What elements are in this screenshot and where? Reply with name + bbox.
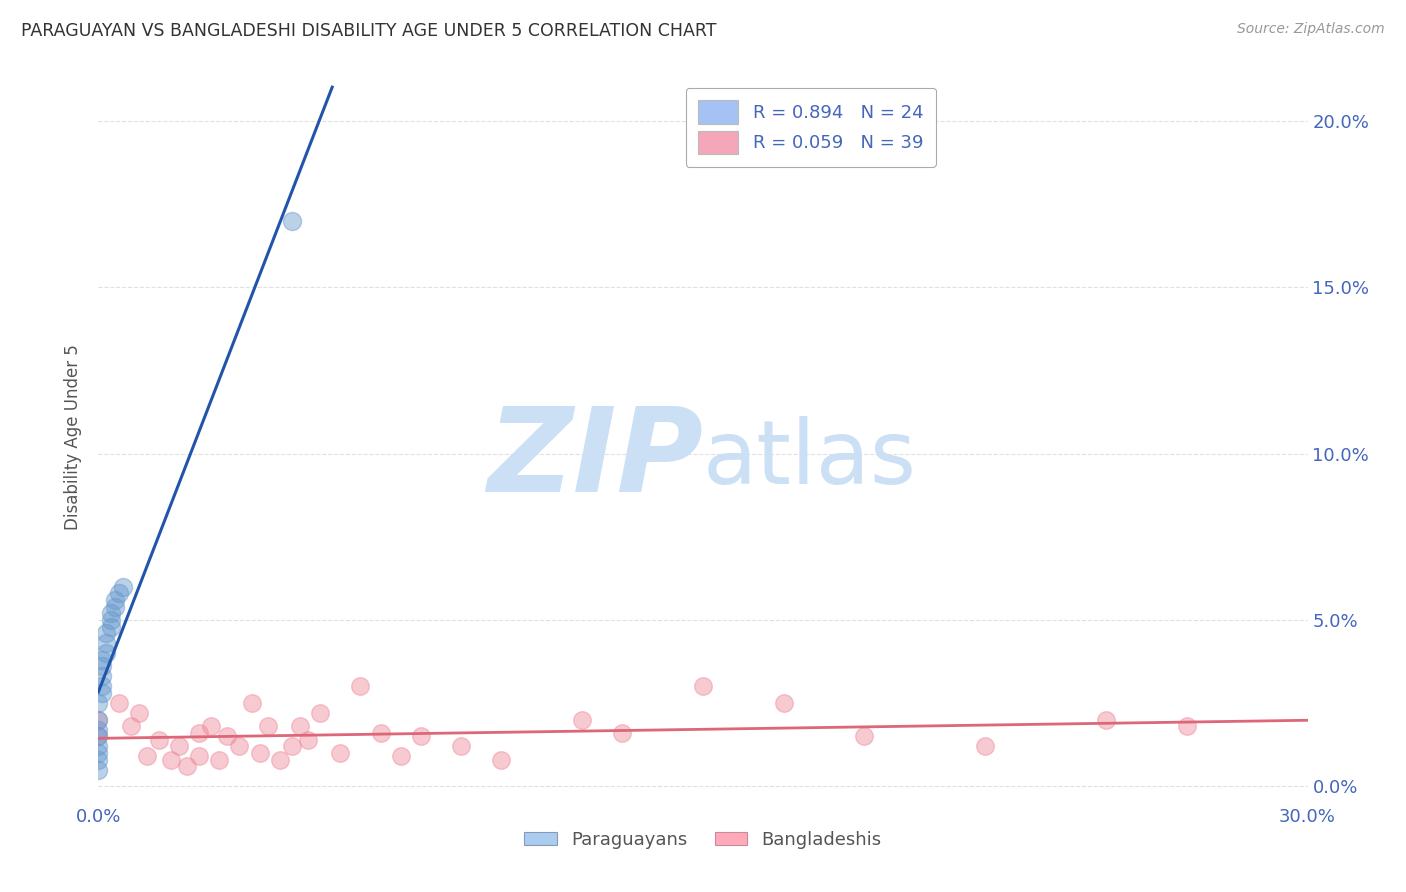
Point [148, 732, 170, 747]
Point [853, 729, 876, 743]
Point [228, 739, 250, 754]
Point [103, 599, 125, 614]
Point [128, 706, 150, 720]
Point [167, 739, 190, 754]
Point [281, 739, 304, 754]
Point [692, 680, 714, 694]
Point [450, 739, 472, 754]
Point [1095, 713, 1118, 727]
Point [91, 653, 114, 667]
Point [269, 753, 291, 767]
Point [107, 696, 129, 710]
Point [111, 580, 134, 594]
Point [87, 763, 110, 777]
Text: ZIP: ZIP [486, 401, 703, 516]
Point [309, 706, 332, 720]
Point [87, 696, 110, 710]
Point [91, 669, 114, 683]
Point [249, 746, 271, 760]
Point [103, 593, 125, 607]
Point [87, 723, 110, 737]
Point [240, 696, 263, 710]
Point [87, 739, 110, 754]
Point [100, 619, 122, 633]
Point [91, 659, 114, 673]
Point [96, 636, 118, 650]
Point [370, 726, 392, 740]
Point [91, 686, 114, 700]
Point [349, 680, 371, 694]
Point [87, 713, 110, 727]
Y-axis label: Disability Age Under 5: Disability Age Under 5 [65, 344, 83, 530]
Point [571, 713, 593, 727]
Point [176, 759, 198, 773]
Point [491, 753, 513, 767]
Point [612, 726, 634, 740]
Point [100, 613, 122, 627]
Point [297, 732, 319, 747]
Point [281, 214, 304, 228]
Point [120, 719, 142, 733]
Point [256, 719, 278, 733]
Text: atlas: atlas [703, 416, 917, 502]
Point [772, 696, 794, 710]
Point [87, 729, 110, 743]
Point [288, 719, 311, 733]
Point [217, 729, 239, 743]
Point [87, 753, 110, 767]
Point [96, 626, 118, 640]
Point [974, 739, 997, 754]
Point [107, 586, 129, 600]
Text: PARAGUAYAN VS BANGLADESHI DISABILITY AGE UNDER 5 CORRELATION CHART: PARAGUAYAN VS BANGLADESHI DISABILITY AGE… [21, 22, 717, 40]
Point [1175, 719, 1198, 733]
Point [96, 646, 118, 660]
Point [389, 749, 412, 764]
Point [91, 680, 114, 694]
Point [188, 749, 211, 764]
Point [87, 713, 110, 727]
Legend: Paraguayans, Bangladeshis: Paraguayans, Bangladeshis [517, 823, 889, 856]
Point [208, 753, 231, 767]
Point [87, 729, 110, 743]
Point [188, 726, 211, 740]
Point [160, 753, 183, 767]
Point [200, 719, 222, 733]
Text: Source: ZipAtlas.com: Source: ZipAtlas.com [1237, 22, 1385, 37]
Point [329, 746, 352, 760]
Point [135, 749, 157, 764]
Point [409, 729, 432, 743]
Point [100, 607, 122, 621]
Point [87, 746, 110, 760]
